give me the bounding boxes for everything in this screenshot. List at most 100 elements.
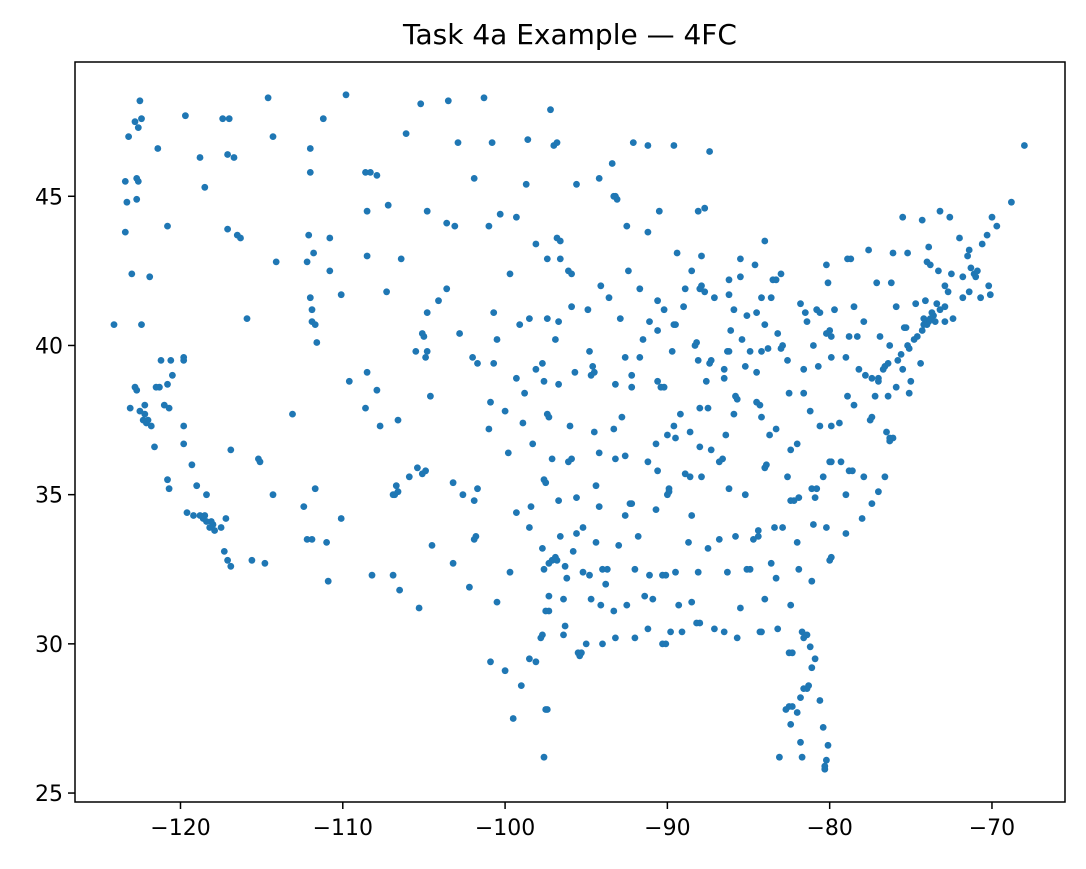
data-point: [845, 333, 853, 340]
data-point: [121, 178, 129, 185]
data-point: [513, 509, 520, 516]
data-point: [310, 249, 317, 257]
data-point: [227, 562, 235, 570]
data-point: [904, 249, 911, 257]
data-point: [858, 515, 866, 522]
data-point: [711, 625, 718, 633]
data-point: [787, 446, 795, 454]
data-point: [532, 240, 540, 248]
data-point: [342, 91, 350, 99]
data-point: [949, 315, 957, 322]
data-point: [732, 392, 739, 400]
data-point: [289, 410, 296, 418]
data-point: [579, 524, 587, 531]
data-point: [865, 246, 872, 254]
data-point: [808, 485, 816, 493]
data-point: [701, 288, 709, 296]
data-point: [686, 428, 694, 436]
data-point: [837, 458, 845, 466]
data-point: [753, 398, 760, 406]
data-point: [821, 765, 829, 773]
data-point: [555, 318, 562, 325]
chart-title: Task 4a Example — 4FC: [402, 18, 737, 51]
data-point: [827, 458, 835, 466]
data-point: [480, 94, 488, 102]
data-point: [777, 345, 785, 352]
data-point: [206, 524, 214, 531]
data-point: [376, 422, 384, 430]
data-point: [701, 204, 709, 212]
data-point: [496, 210, 504, 218]
data-point: [636, 285, 644, 293]
data-point: [810, 521, 817, 528]
data-point: [842, 354, 850, 361]
data-point: [853, 333, 861, 340]
data-point: [862, 371, 869, 379]
data-point: [779, 524, 786, 531]
data-point: [152, 383, 160, 391]
data-point: [787, 721, 795, 728]
data-point: [141, 410, 149, 418]
data-point: [196, 154, 204, 161]
data-point: [487, 398, 494, 406]
data-point: [203, 491, 210, 499]
data-point: [589, 363, 597, 370]
y-axis: 25 30 35 40 45: [35, 185, 75, 807]
data-point: [146, 273, 154, 281]
data-point: [597, 282, 605, 290]
data-point: [772, 276, 780, 284]
data-point: [659, 571, 666, 579]
data-point: [384, 201, 392, 209]
data-point: [810, 342, 817, 349]
data-point: [608, 160, 616, 167]
data-point: [363, 368, 371, 376]
y-tick-label: 40: [35, 334, 63, 359]
data-point: [922, 297, 929, 305]
data-point: [694, 568, 702, 576]
data-point: [956, 234, 963, 242]
data-point: [681, 285, 689, 293]
data-point: [746, 348, 754, 355]
data-point: [402, 130, 410, 138]
data-point: [261, 559, 269, 567]
data-point: [646, 571, 653, 579]
y-tick-label: 25: [35, 782, 63, 807]
data-point: [394, 416, 402, 424]
data-point: [672, 434, 679, 442]
data-point: [182, 112, 189, 120]
data-point: [910, 336, 918, 343]
data-point: [569, 548, 577, 555]
data-point: [423, 207, 431, 215]
data-point: [138, 321, 145, 328]
data-point: [397, 255, 405, 263]
data-point: [761, 321, 769, 328]
data-point: [532, 365, 540, 373]
data-point: [540, 753, 548, 761]
data-point: [443, 285, 451, 293]
data-point: [586, 348, 593, 355]
data-point: [490, 309, 498, 316]
data-point: [819, 724, 827, 731]
data-point: [918, 216, 926, 224]
data-point: [816, 309, 824, 316]
data-point: [224, 556, 232, 564]
data-point: [147, 422, 155, 430]
data-point: [771, 524, 778, 531]
data-point: [595, 503, 603, 510]
data-point: [165, 485, 173, 493]
data-point: [664, 491, 671, 499]
data-point: [587, 595, 595, 603]
data-point: [725, 291, 733, 299]
data-point: [823, 524, 830, 531]
data-point: [592, 539, 600, 546]
data-point: [681, 470, 689, 478]
data-point: [894, 357, 902, 364]
data-point: [860, 318, 868, 325]
data-point: [767, 559, 775, 567]
data-point: [767, 294, 775, 302]
data-point: [842, 491, 850, 499]
data-point: [582, 640, 590, 648]
data-point: [545, 559, 553, 567]
data-point: [590, 428, 598, 436]
